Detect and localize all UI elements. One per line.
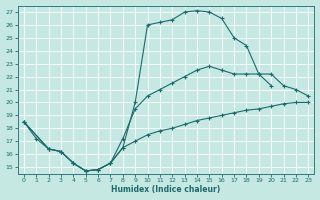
X-axis label: Humidex (Indice chaleur): Humidex (Indice chaleur) — [111, 185, 221, 194]
